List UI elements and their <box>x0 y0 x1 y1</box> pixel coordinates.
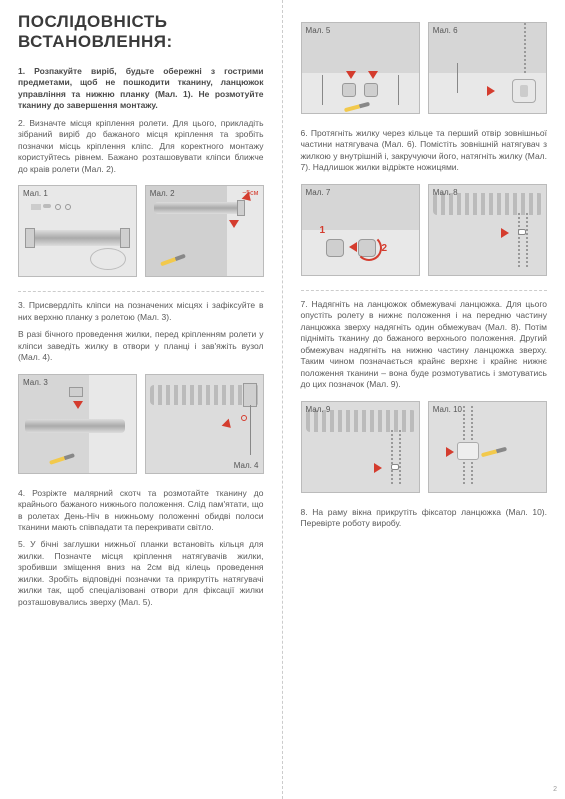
step-7: 7. Надягніть на ланцюжок обмежувачі ланц… <box>301 299 548 391</box>
figure-row-1-2: Мал. 1 Мал. 2 ~5см <box>18 185 264 277</box>
step-3b: В разі бічного проведення жилки, перед к… <box>18 329 264 363</box>
left-column: ПОСЛІДОВНІСТЬ ВСТАНОВЛЕННЯ: 1. Розпакуйт… <box>0 0 283 799</box>
figure-2-label: Мал. 2 <box>150 189 175 198</box>
figure-10-label: Мал. 10 <box>433 405 462 414</box>
figure-8-label: Мал. 8 <box>433 188 458 197</box>
figure-row-3-4: Мал. 3 Мал. 4 <box>18 374 264 474</box>
figure-1-label: Мал. 1 <box>23 189 48 198</box>
figure-7-label: Мал. 7 <box>306 188 331 197</box>
figure-7: Мал. 7 1 2 <box>301 184 420 276</box>
page-title: ПОСЛІДОВНІСТЬ ВСТАНОВЛЕННЯ: <box>18 12 264 52</box>
step-8: 8. На раму вікна прикрутіть фіксатор лан… <box>301 507 548 530</box>
step-1: 1. Розпакуйте виріб, будьте обережні з г… <box>18 66 264 112</box>
right-column: Мал. 5 Мал. 6 <box>283 0 565 799</box>
step-5: 5. У бічні заглушки нижньої планки встан… <box>18 539 264 608</box>
figure-5: Мал. 5 <box>301 22 420 114</box>
figure-4-label: Мал. 4 <box>234 461 259 470</box>
figure-row-9-10: Мал. 9 Мал. 10 <box>301 401 548 493</box>
divider <box>18 291 264 292</box>
step-6: 6. Протягніть жилку через кільце та перш… <box>301 128 548 174</box>
divider-right <box>301 290 548 291</box>
figure-9: Мал. 9 <box>301 401 420 493</box>
figure-9-label: Мал. 9 <box>306 405 331 414</box>
step-3a: 3. Присвердліть кліпси на позначених міс… <box>18 300 264 323</box>
figure-row-7-8: Мал. 7 1 2 Мал. 8 <box>301 184 548 276</box>
page: ПОСЛІДОВНІСТЬ ВСТАНОВЛЕННЯ: 1. Розпакуйт… <box>0 0 565 799</box>
page-number: 2 <box>553 786 557 793</box>
step-4: 4. Розріжте малярний скотч та розмотайте… <box>18 488 264 534</box>
figure-10: Мал. 10 <box>428 401 547 493</box>
figure-4: Мал. 4 <box>145 374 264 474</box>
figure-3: Мал. 3 <box>18 374 137 474</box>
figure-6-label: Мал. 6 <box>433 26 458 35</box>
figure-1: Мал. 1 <box>18 185 137 277</box>
figure-2: Мал. 2 ~5см <box>145 185 264 277</box>
figure-row-5-6: Мал. 5 Мал. 6 <box>301 22 548 114</box>
figure-6: Мал. 6 <box>428 22 547 114</box>
step-2: 2. Визначте місця кріплення ролети. Для … <box>18 118 264 175</box>
figure-3-label: Мал. 3 <box>23 378 48 387</box>
figure-5-label: Мал. 5 <box>306 26 331 35</box>
figure-8: Мал. 8 <box>428 184 547 276</box>
